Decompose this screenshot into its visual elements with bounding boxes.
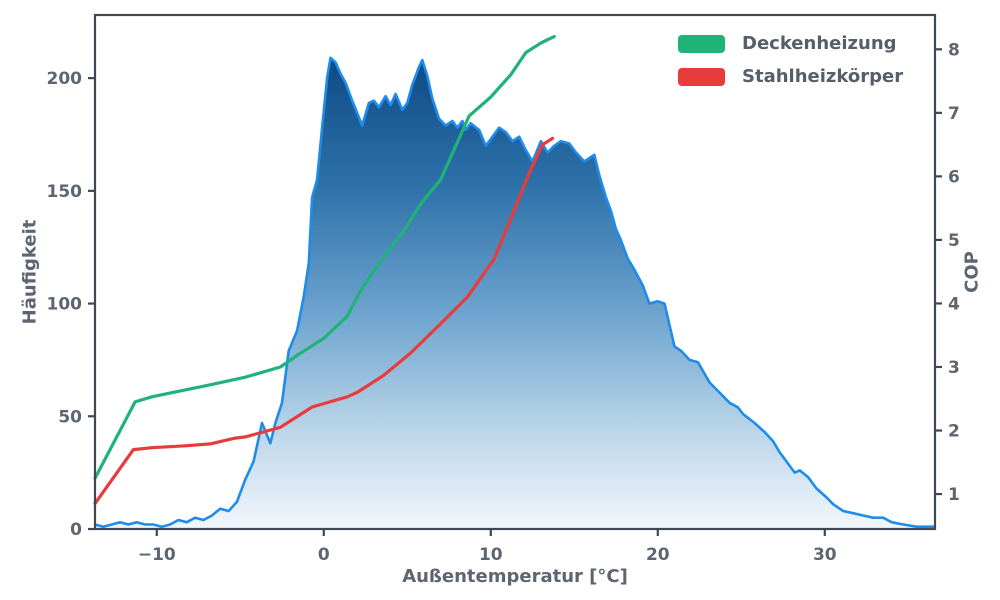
x-tick-label: 10 — [479, 545, 503, 565]
legend-label: Deckenheizung — [742, 33, 897, 54]
x-tick-label: 30 — [813, 545, 837, 565]
cop-line — [93, 136, 555, 506]
x-tick-label: 20 — [646, 545, 670, 565]
legend-item-stahlheizkoerper: Stahlheizkörper — [678, 66, 903, 87]
y-tick-label-left: 50 — [58, 407, 82, 427]
legend: Deckenheizung Stahlheizkörper — [678, 33, 903, 99]
y-tick-label-right: 3 — [948, 358, 960, 378]
y-tick-label-left: 0 — [70, 520, 82, 540]
y-tick-label-right: 2 — [948, 422, 960, 442]
y-tick-label-left: 100 — [47, 295, 83, 315]
legend-swatch-red — [678, 67, 725, 86]
x-tick-label: 0 — [318, 545, 330, 565]
y-tick-label-right: 4 — [948, 294, 960, 314]
x-axis-label: Außentemperatur [°C] — [402, 566, 628, 587]
frequency-area — [95, 57, 935, 530]
plot-border — [93, 13, 937, 531]
cop-line — [93, 34, 556, 480]
y-tick-label-right: 6 — [948, 167, 960, 187]
y-axis-label-right: COP — [961, 251, 983, 293]
y-axis-label-left: Häufigkeit — [19, 219, 41, 325]
legend-swatch-green — [678, 34, 725, 53]
y-tick-label-left: 150 — [47, 182, 83, 202]
legend-item-deckenheizung: Deckenheizung — [678, 33, 903, 54]
y-tick-label-left: 200 — [47, 69, 83, 89]
x-tick-label: −10 — [138, 545, 176, 565]
frequency-line — [94, 56, 935, 529]
y-tick-label-right: 8 — [948, 40, 960, 60]
y-tick-label-right: 1 — [948, 485, 960, 505]
legend-label: Stahlheizkörper — [742, 66, 904, 87]
y-tick-label-right: 5 — [948, 231, 960, 251]
y-tick-label-right: 7 — [948, 104, 960, 124]
